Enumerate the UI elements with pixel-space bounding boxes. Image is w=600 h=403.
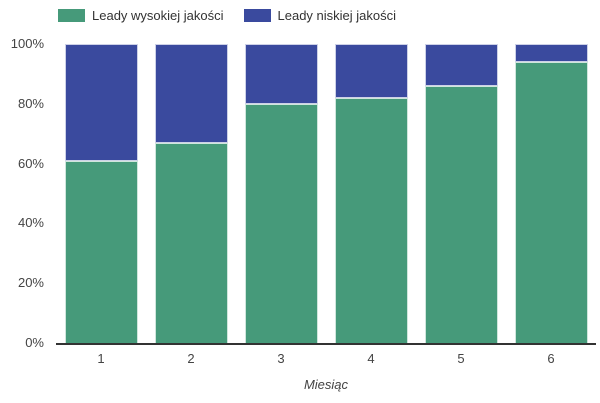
bar-segment-low-quality[interactable] — [514, 44, 588, 62]
y-tick-label: 20% — [17, 275, 44, 291]
bar-segment-high-quality[interactable] — [424, 85, 498, 343]
y-tick-label: 40% — [17, 215, 44, 231]
bar-segment-high-quality[interactable] — [334, 97, 408, 343]
bar-month-6 — [514, 44, 588, 343]
legend-label: Leady niskiej jakości — [277, 8, 397, 23]
x-tick-label: 2 — [187, 351, 195, 366]
bar-segment-high-quality[interactable] — [154, 142, 228, 343]
x-tick-label: 5 — [457, 351, 465, 366]
x-axis-title: Miesiąc — [303, 377, 349, 392]
legend-item-high-quality: Leady wysokiej jakości — [58, 8, 224, 23]
legend-swatch-icon — [243, 9, 271, 22]
bar-segment-low-quality[interactable] — [64, 44, 138, 161]
y-tick-label: 80% — [17, 95, 44, 111]
legend-item-low-quality: Leady niskiej jakości — [243, 8, 397, 23]
y-tick-label: 100% — [10, 36, 44, 51]
bar-month-2 — [154, 44, 228, 343]
bar-segment-low-quality[interactable] — [334, 44, 408, 98]
bar-segment-low-quality[interactable] — [244, 44, 318, 104]
x-tick-label: 1 — [97, 351, 105, 366]
x-tick-label: 4 — [367, 351, 375, 366]
bar-segment-high-quality[interactable] — [514, 61, 588, 343]
bar-month-3 — [244, 44, 318, 343]
bar-month-5 — [424, 44, 498, 343]
y-tick-label: 60% — [17, 155, 44, 171]
x-axis: 1 2 3 4 5 6 — [56, 351, 596, 366]
chart-legend: Leady wysokiej jakości Leady niskiej jako… — [58, 8, 396, 23]
bar-month-1 — [64, 44, 138, 343]
x-tick-label: 6 — [547, 351, 555, 366]
x-tick-label: 3 — [277, 351, 285, 366]
bar-segment-low-quality[interactable] — [154, 44, 228, 143]
y-tick-label: 0% — [25, 335, 44, 350]
plot-area — [56, 44, 596, 345]
y-axis: 0% 20% 40% 60% 80% 100% — [0, 37, 44, 350]
legend-swatch-icon — [58, 9, 85, 22]
bar-segment-high-quality[interactable] — [64, 160, 138, 343]
bar-segment-high-quality[interactable] — [244, 103, 318, 343]
legend-label: Leady wysokiej jakości — [92, 8, 224, 23]
bar-segment-low-quality[interactable] — [424, 44, 498, 86]
bar-month-4 — [334, 44, 408, 343]
